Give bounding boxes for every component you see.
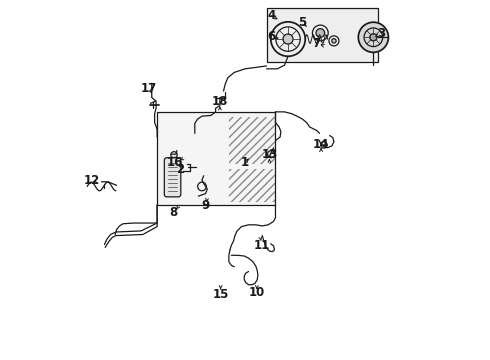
Text: 12: 12: [83, 174, 99, 187]
Circle shape: [283, 34, 293, 44]
Text: 3: 3: [377, 27, 385, 40]
Text: 2: 2: [176, 163, 184, 176]
Text: 14: 14: [313, 138, 329, 150]
Circle shape: [332, 39, 336, 43]
Circle shape: [358, 22, 389, 52]
Text: 11: 11: [254, 239, 270, 252]
Text: 18: 18: [212, 95, 228, 108]
Circle shape: [370, 34, 377, 41]
Text: 5: 5: [298, 17, 307, 30]
Bar: [157, 112, 275, 205]
Text: 13: 13: [261, 148, 277, 161]
Circle shape: [316, 29, 324, 37]
Text: 4: 4: [267, 9, 275, 22]
Text: 16: 16: [167, 156, 183, 169]
Text: 8: 8: [169, 207, 177, 220]
Text: 15: 15: [213, 288, 229, 301]
Bar: [229, 117, 275, 164]
Text: 9: 9: [201, 199, 210, 212]
Text: 1: 1: [241, 156, 249, 169]
Text: 10: 10: [249, 287, 265, 300]
Text: 17: 17: [141, 82, 157, 95]
Text: 7: 7: [313, 36, 321, 50]
FancyBboxPatch shape: [164, 158, 181, 197]
Text: 6: 6: [268, 30, 276, 43]
Bar: [229, 169, 275, 202]
Polygon shape: [267, 8, 378, 62]
